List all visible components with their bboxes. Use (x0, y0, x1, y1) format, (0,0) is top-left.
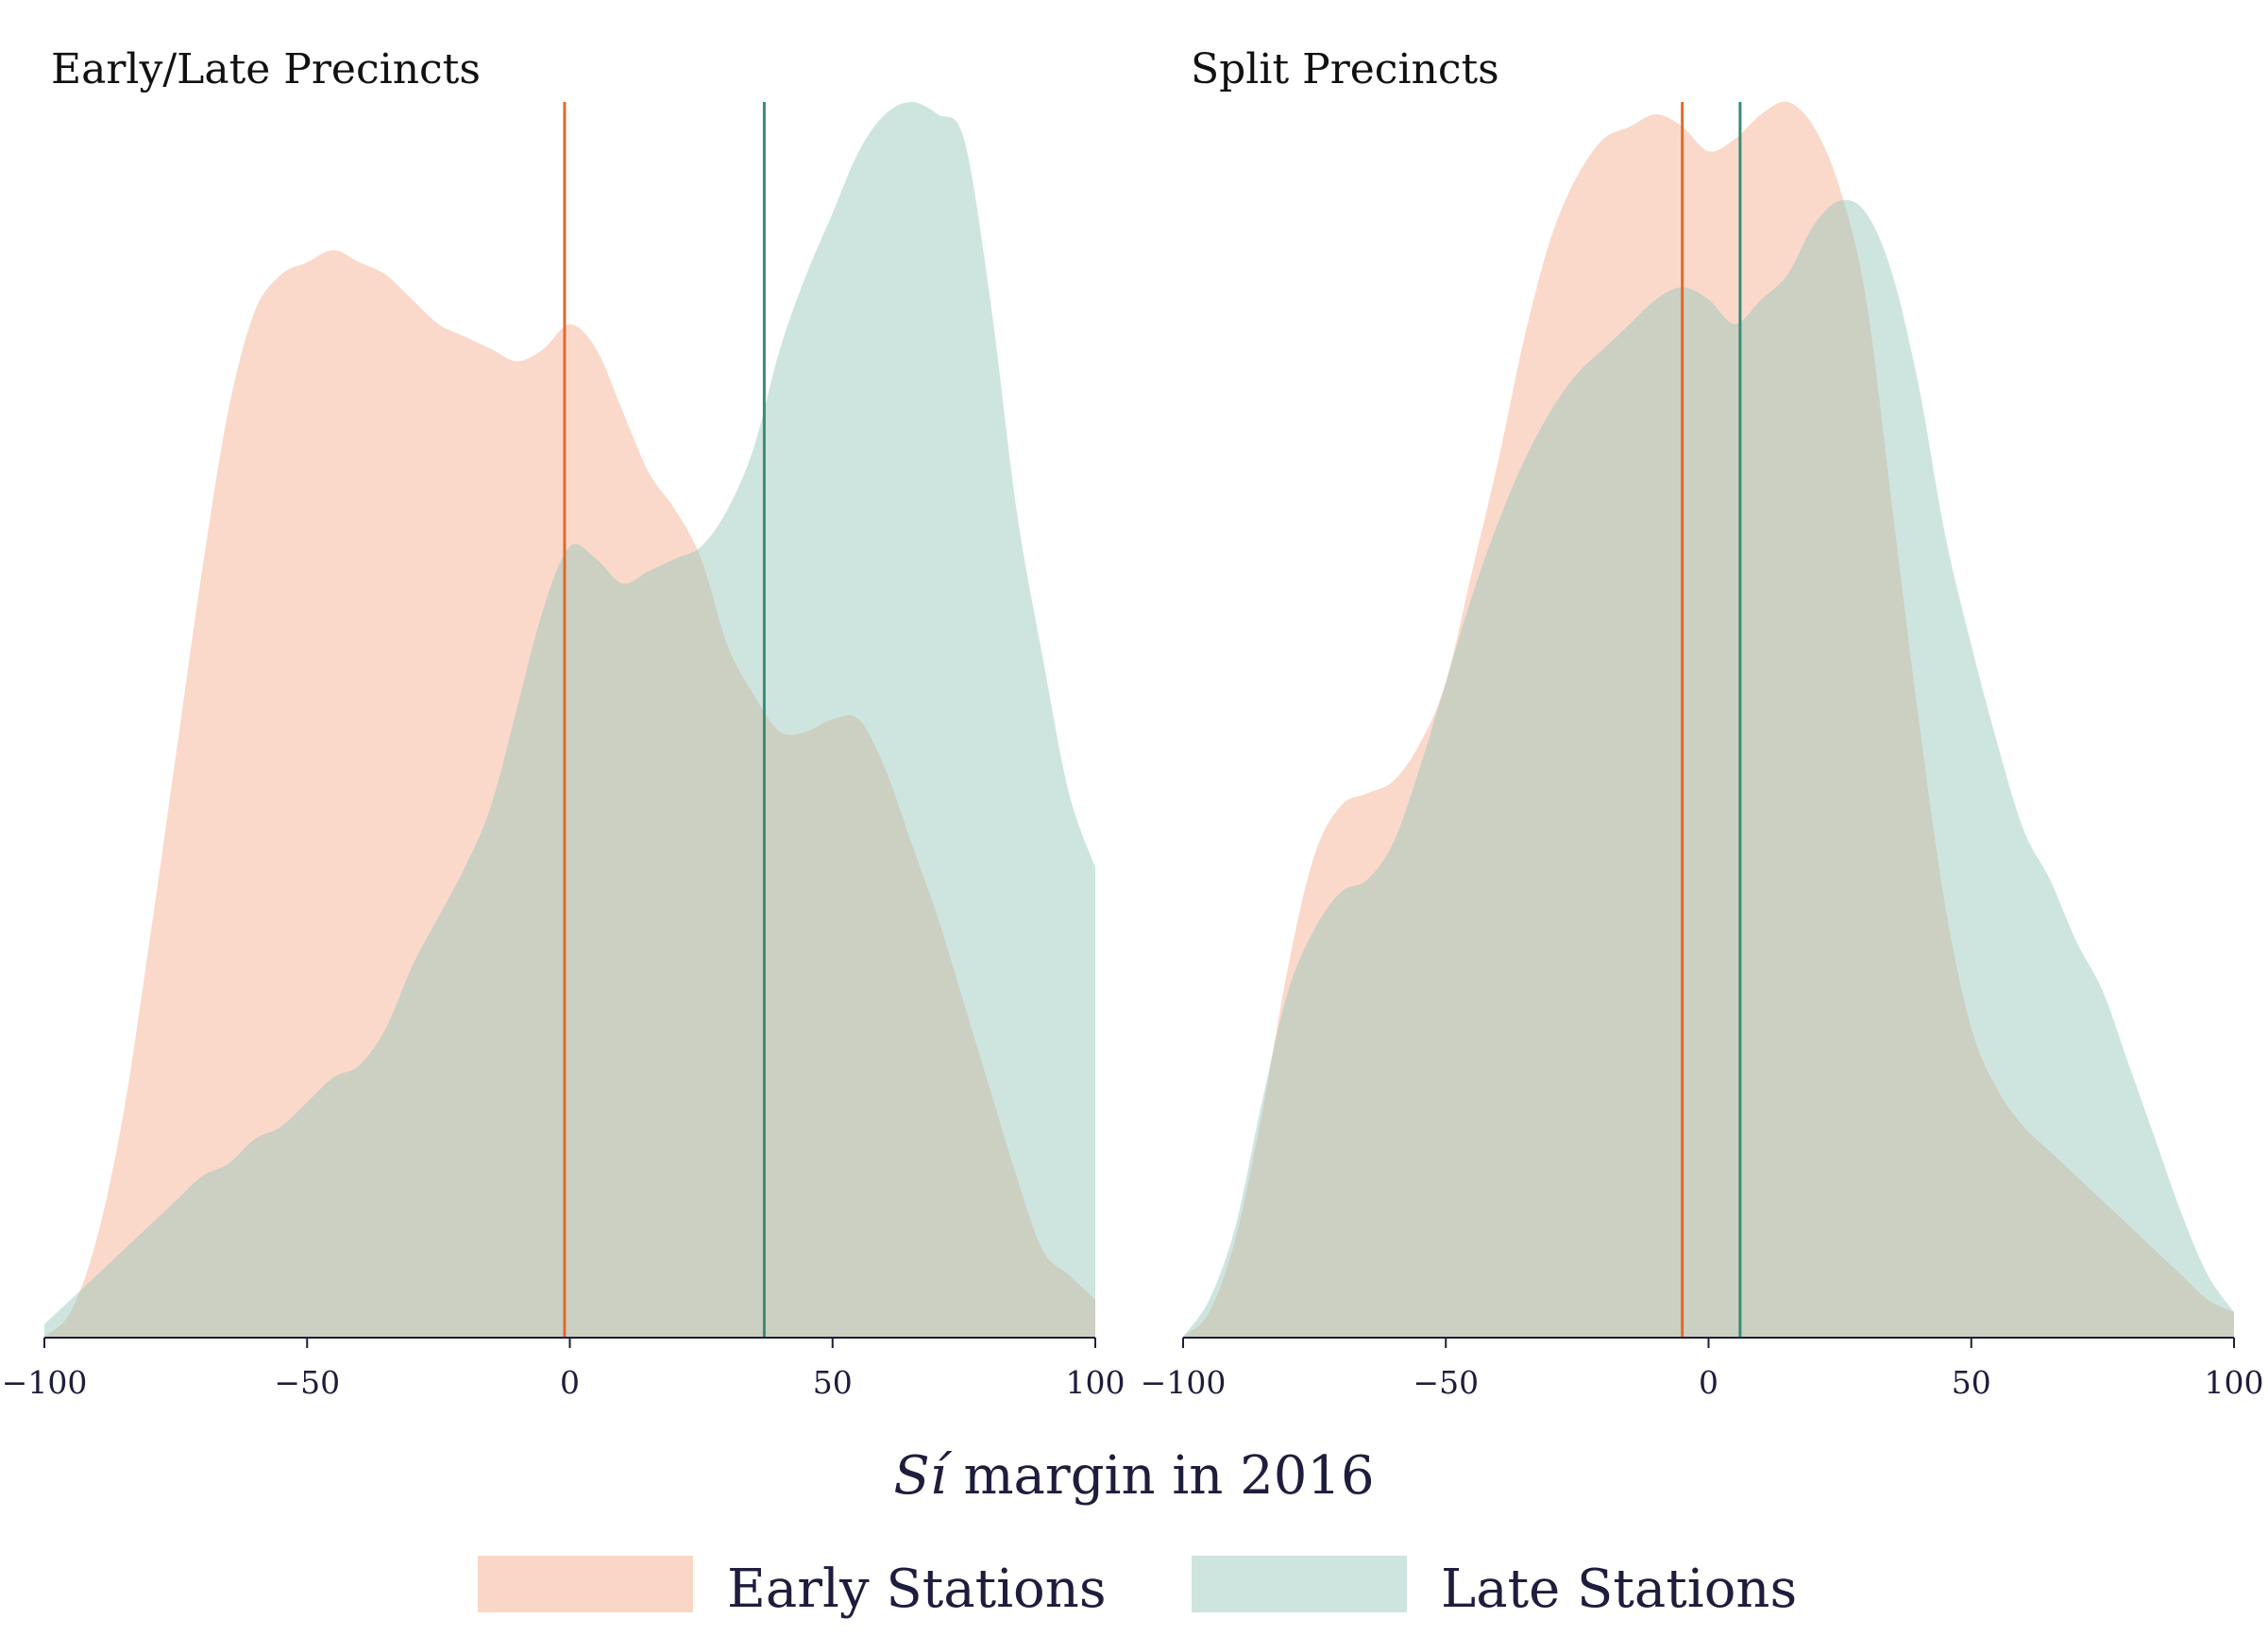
x-tick-label: 50 (813, 1364, 853, 1401)
panel-split: Split Precincts −100 −50 0 50 100 (1141, 45, 2264, 1401)
x-tick-label: −50 (274, 1364, 340, 1401)
legend: Early Stations Late Stations (478, 1556, 1797, 1620)
panel-title: Early/Late Precincts (51, 45, 481, 93)
x-axis-label-rest: margin in 2016 (947, 1445, 1375, 1507)
legend-label-late: Late Stations (1441, 1559, 1797, 1620)
x-tick-label: −100 (1141, 1364, 1227, 1401)
legend-label-early: Early Stations (727, 1559, 1107, 1620)
legend-swatch-late (1192, 1556, 1407, 1612)
x-tick-label: 50 (1952, 1364, 1991, 1401)
density-area-early (1183, 101, 2234, 1338)
x-tick-label: 0 (1699, 1364, 1718, 1401)
x-axis-label: Sí margin in 2016 (893, 1445, 1374, 1507)
density-area-late (1183, 199, 2234, 1337)
panel-early-late: Early/Late Precincts −100 −50 0 50 100 (2, 45, 1126, 1401)
density-area-late (44, 102, 1095, 1337)
density-area-early (44, 250, 1095, 1337)
x-tick-label: 100 (2205, 1364, 2264, 1401)
panel-title: Split Precincts (1191, 45, 1499, 93)
x-tick-label: −50 (1413, 1364, 1479, 1401)
legend-swatch-early (478, 1556, 693, 1612)
x-axis-label-italic: Sí (893, 1445, 952, 1507)
x-tick-label: 100 (1066, 1364, 1126, 1401)
x-tick-label: −100 (2, 1364, 88, 1401)
x-tick-label: 0 (560, 1364, 580, 1401)
